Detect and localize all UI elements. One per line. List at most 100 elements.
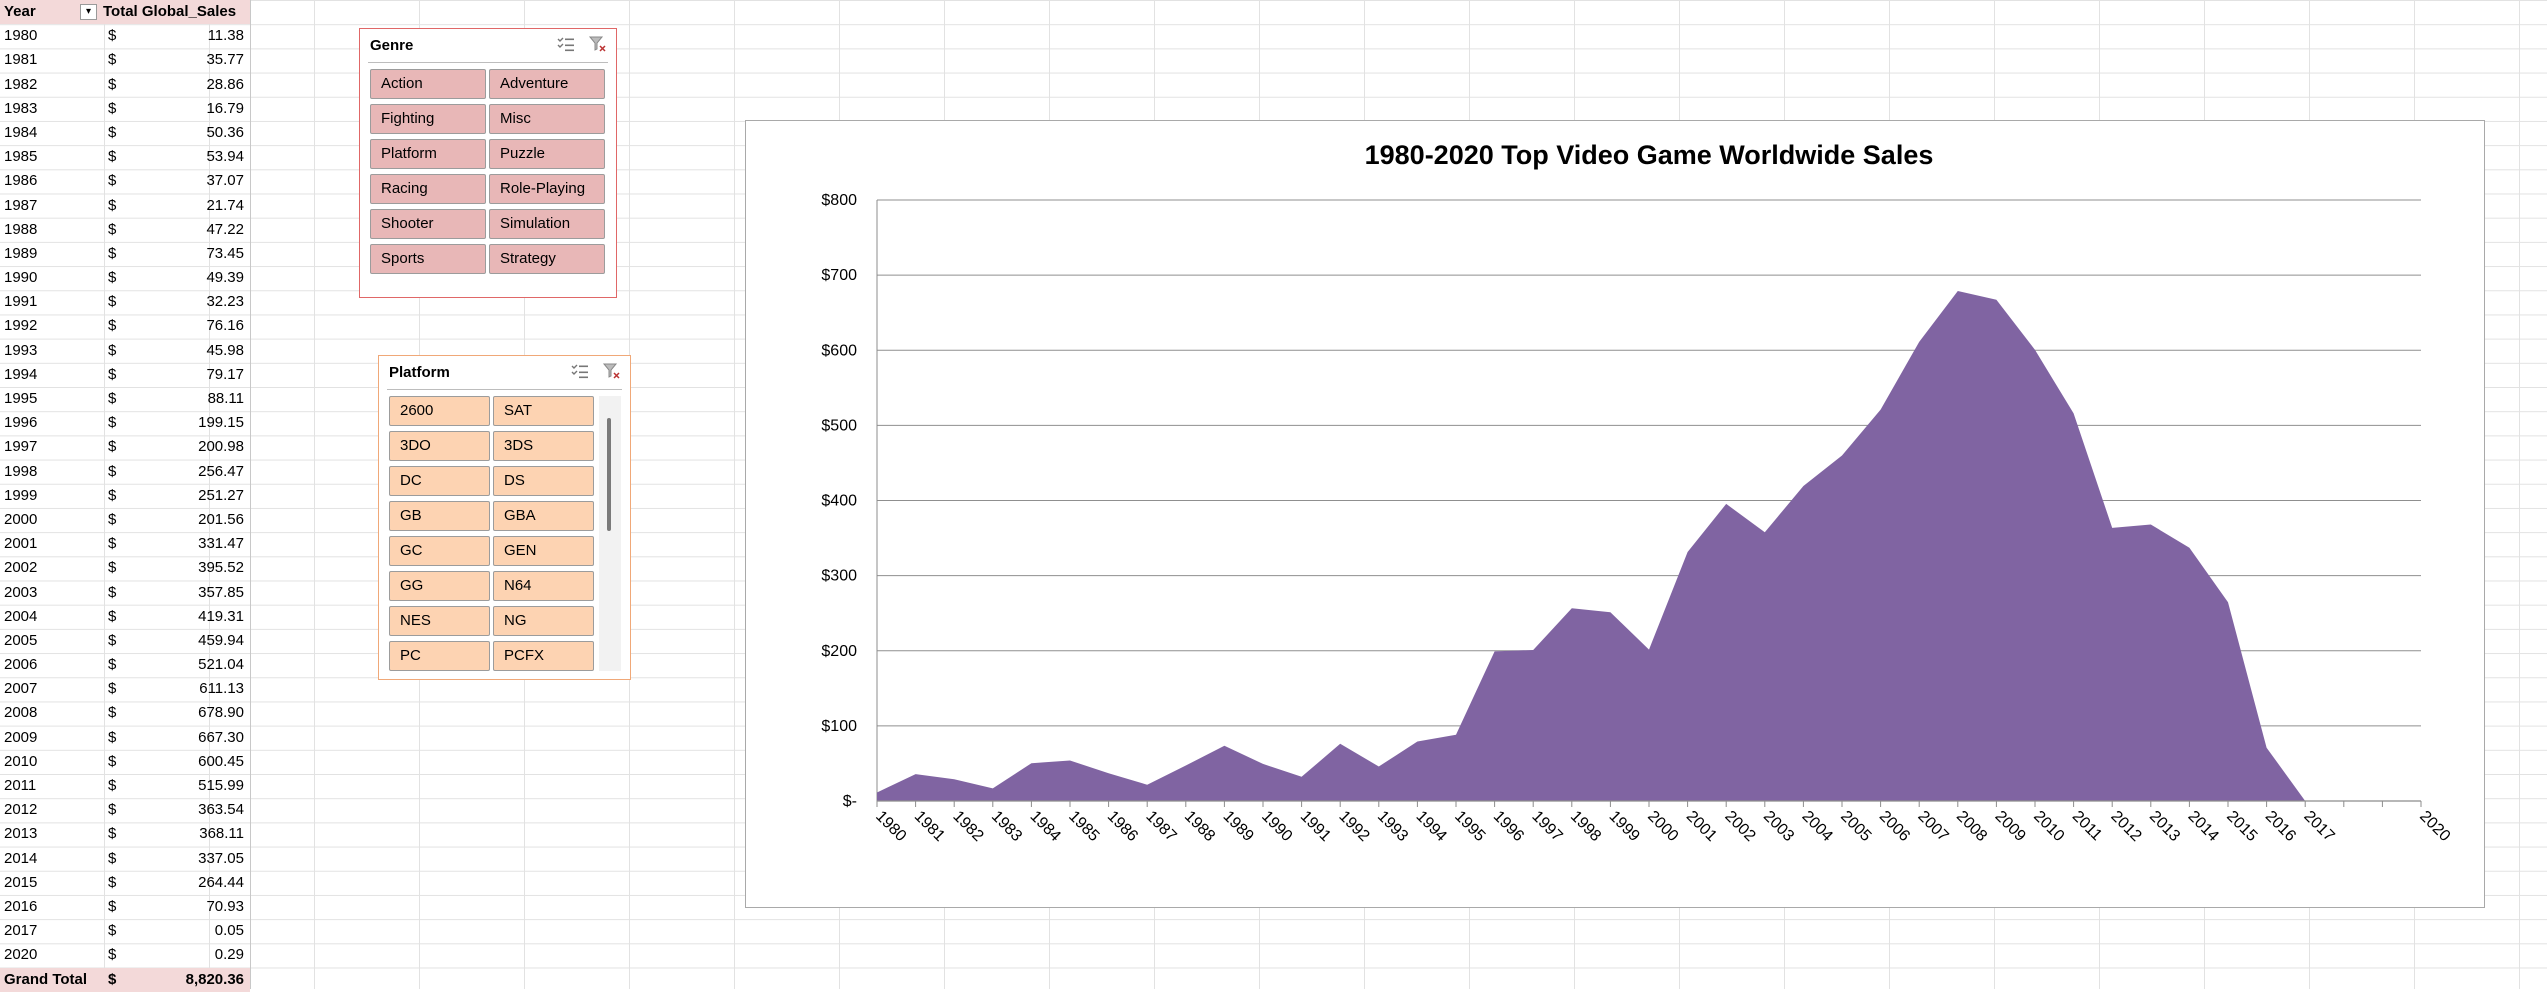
x-tick-label: 1998 bbox=[1567, 808, 1604, 845]
y-tick-label: $600 bbox=[821, 342, 857, 359]
sales-cell: 50.36 bbox=[206, 123, 244, 141]
year-cell: 2015 bbox=[4, 873, 38, 891]
platform-button-gg[interactable]: GG bbox=[389, 571, 490, 601]
platform-button-sat[interactable]: SAT bbox=[493, 396, 594, 426]
year-cell: 1987 bbox=[4, 196, 38, 214]
year-filter-button[interactable]: ▾ bbox=[80, 4, 97, 20]
platform-button-gba[interactable]: GBA bbox=[493, 501, 594, 531]
genre-button-adventure[interactable]: Adventure bbox=[489, 69, 605, 99]
table-row[interactable]: 2014 $337.05 bbox=[0, 847, 250, 871]
year-cell: 2016 bbox=[4, 897, 38, 915]
table-row[interactable]: 2016 $70.93 bbox=[0, 895, 250, 919]
platform-button-ds[interactable]: DS bbox=[493, 466, 594, 496]
platform-button-dc[interactable]: DC bbox=[389, 466, 490, 496]
clear-filter-icon[interactable] bbox=[588, 35, 608, 53]
platform-button-pc[interactable]: PC bbox=[389, 641, 490, 671]
slicer-scrollbar-thumb[interactable] bbox=[607, 418, 611, 531]
table-row[interactable]: 1984 $50.36 bbox=[0, 121, 250, 145]
table-row[interactable]: 1988 $47.22 bbox=[0, 218, 250, 242]
x-tick-label: 1994 bbox=[1413, 808, 1450, 845]
currency-cell: $ bbox=[108, 220, 117, 238]
currency-cell: $ bbox=[108, 849, 117, 867]
table-row[interactable]: 2015 $264.44 bbox=[0, 871, 250, 895]
table-row[interactable]: 1985 $53.94 bbox=[0, 145, 250, 169]
clear-filter-icon[interactable] bbox=[602, 362, 622, 380]
genre-button-sports[interactable]: Sports bbox=[370, 244, 486, 274]
platform-button-gen[interactable]: GEN bbox=[493, 536, 594, 566]
table-row[interactable]: 2008 $678.90 bbox=[0, 701, 250, 725]
table-row[interactable]: 2002 $395.52 bbox=[0, 556, 250, 580]
currency-cell: $ bbox=[108, 970, 117, 988]
table-row[interactable]: 1980 $11.38 bbox=[0, 24, 250, 48]
platform-button-2600[interactable]: 2600 bbox=[389, 396, 490, 426]
genre-button-shooter[interactable]: Shooter bbox=[370, 209, 486, 239]
table-row[interactable]: 1994 $79.17 bbox=[0, 363, 250, 387]
year-cell: 2007 bbox=[4, 680, 38, 698]
genre-button-puzzle[interactable]: Puzzle bbox=[489, 139, 605, 169]
table-row[interactable]: 1991 $32.23 bbox=[0, 290, 250, 314]
multi-select-icon[interactable] bbox=[556, 35, 576, 53]
x-tick-label: 1995 bbox=[1451, 808, 1488, 845]
table-row[interactable]: 1995 $88.11 bbox=[0, 387, 250, 411]
table-row[interactable]: 1983 $16.79 bbox=[0, 97, 250, 121]
table-row[interactable]: 1999 $251.27 bbox=[0, 484, 250, 508]
table-row[interactable]: 2010 $600.45 bbox=[0, 750, 250, 774]
table-row[interactable]: 1981 $35.77 bbox=[0, 48, 250, 72]
sales-cell: 667.30 bbox=[198, 728, 244, 746]
sales-cell: 70.93 bbox=[206, 897, 244, 915]
table-row[interactable]: 1989 $73.45 bbox=[0, 242, 250, 266]
genre-button-misc[interactable]: Misc bbox=[489, 104, 605, 134]
table-row[interactable]: 1993 $45.98 bbox=[0, 339, 250, 363]
sales-cell: 251.27 bbox=[198, 486, 244, 504]
sales-area-chart[interactable]: 1980-2020 Top Video Game Worldwide Sales… bbox=[745, 120, 2485, 908]
table-row[interactable]: 2013 $368.11 bbox=[0, 822, 250, 846]
currency-cell: $ bbox=[108, 123, 117, 141]
genre-button-strategy[interactable]: Strategy bbox=[489, 244, 605, 274]
table-row[interactable]: 1990 $49.39 bbox=[0, 266, 250, 290]
table-row[interactable]: 1996 $199.15 bbox=[0, 411, 250, 435]
grand-total-row[interactable]: Grand Total $8,820.36 bbox=[0, 967, 250, 992]
genre-button-platform[interactable]: Platform bbox=[370, 139, 486, 169]
genre-button-action[interactable]: Action bbox=[370, 69, 486, 99]
table-row[interactable]: 1987 $21.74 bbox=[0, 194, 250, 218]
table-row[interactable]: 2020 $0.29 bbox=[0, 943, 250, 967]
table-row[interactable]: 2012 $363.54 bbox=[0, 798, 250, 822]
genre-button-fighting[interactable]: Fighting bbox=[370, 104, 486, 134]
table-row[interactable]: 1982 $28.86 bbox=[0, 73, 250, 97]
platform-button-3ds[interactable]: 3DS bbox=[493, 431, 594, 461]
x-tick-label: 2003 bbox=[1760, 808, 1797, 845]
table-row[interactable]: 2017 $0.05 bbox=[0, 919, 250, 943]
platform-button-pcfx[interactable]: PCFX bbox=[493, 641, 594, 671]
chart-svg: 1980-2020 Top Video Game Worldwide Sales… bbox=[821, 140, 2453, 845]
table-row[interactable]: 2007 $611.13 bbox=[0, 677, 250, 701]
table-row[interactable]: 2001 $331.47 bbox=[0, 532, 250, 556]
table-row[interactable]: 2003 $357.85 bbox=[0, 581, 250, 605]
platform-button-nes[interactable]: NES bbox=[389, 606, 490, 636]
year-cell: 2009 bbox=[4, 728, 38, 746]
x-tick-label: 2013 bbox=[2146, 808, 2183, 845]
table-row[interactable]: 2004 $419.31 bbox=[0, 605, 250, 629]
platform-button-ng[interactable]: NG bbox=[493, 606, 594, 636]
currency-cell: $ bbox=[108, 244, 117, 262]
multi-select-icon[interactable] bbox=[570, 362, 590, 380]
genre-button-racing[interactable]: Racing bbox=[370, 174, 486, 204]
table-row[interactable]: 1997 $200.98 bbox=[0, 435, 250, 459]
sales-cell: 337.05 bbox=[198, 849, 244, 867]
table-row[interactable]: 1992 $76.16 bbox=[0, 314, 250, 338]
platform-button-3do[interactable]: 3DO bbox=[389, 431, 490, 461]
table-row[interactable]: 1986 $37.07 bbox=[0, 169, 250, 193]
table-row[interactable]: 2006 $521.04 bbox=[0, 653, 250, 677]
genre-button-simulation[interactable]: Simulation bbox=[489, 209, 605, 239]
genre-button-role-playing[interactable]: Role-Playing bbox=[489, 174, 605, 204]
table-row[interactable]: 2009 $667.30 bbox=[0, 726, 250, 750]
table-row[interactable]: 2000 $201.56 bbox=[0, 508, 250, 532]
slicer-scrollbar-track[interactable] bbox=[599, 396, 621, 671]
table-row[interactable]: 2005 $459.94 bbox=[0, 629, 250, 653]
platform-button-gc[interactable]: GC bbox=[389, 536, 490, 566]
platform-button-gb[interactable]: GB bbox=[389, 501, 490, 531]
table-row[interactable]: 2011 $515.99 bbox=[0, 774, 250, 798]
sales-cell: 79.17 bbox=[206, 365, 244, 383]
currency-cell: $ bbox=[108, 365, 117, 383]
table-row[interactable]: 1998 $256.47 bbox=[0, 460, 250, 484]
platform-button-n64[interactable]: N64 bbox=[493, 571, 594, 601]
